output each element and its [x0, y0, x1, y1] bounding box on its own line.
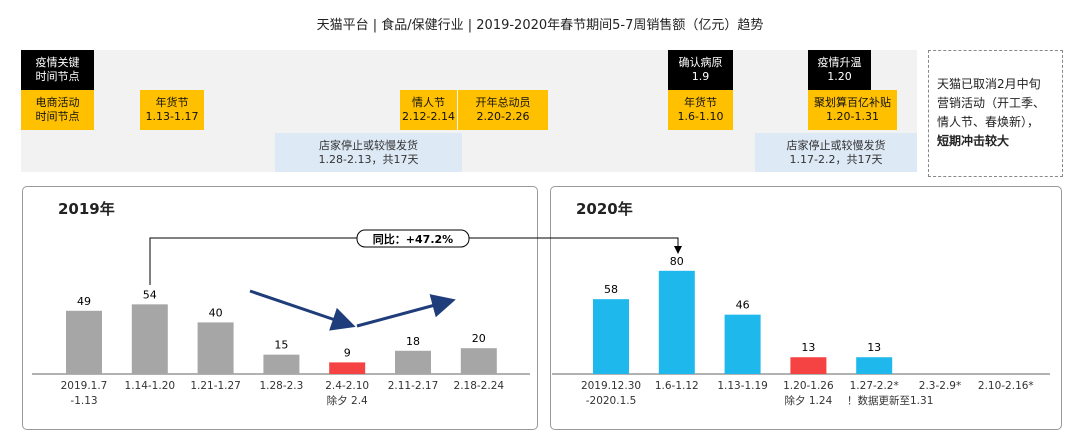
data-label: 54: [143, 288, 157, 301]
tick-label: 1.27-2.2*: [850, 380, 899, 392]
tick-label: 1.21-1.27: [190, 380, 241, 392]
tick-label: 2.3-2.9*: [919, 380, 961, 392]
note-line: 情人节、春焕新），: [937, 115, 1040, 129]
data-label: 49: [77, 295, 91, 308]
bar: [263, 354, 300, 374]
epidemic-name: 确认病原: [678, 56, 723, 69]
event-box: 情人节 2.12-2.14: [400, 90, 457, 130]
tick-label: 1.13-1.19: [717, 380, 768, 392]
trend-up-arrow: [356, 294, 456, 328]
shipping-box: 店家停止或较慢发货 1.17-2.2，共17天: [755, 133, 917, 172]
shipping-box: 店家停止或较慢发货 1.28-2.13，共17天: [275, 133, 462, 172]
event-name: 开年总动员: [475, 96, 531, 109]
note-line: 天猫已取消2月中旬: [937, 77, 1041, 91]
tick-label: -2020.1.5: [586, 395, 637, 407]
note-line: 营销活动（开工季、: [937, 96, 1046, 110]
data-label: 18: [406, 335, 420, 348]
bar: [593, 299, 629, 374]
tick-label: 2019.12.30: [581, 380, 641, 392]
event-date: 2.12-2.14: [402, 110, 455, 123]
tick-label: 2.11-2.17: [388, 380, 439, 392]
tick-label: 1.6-1.12: [655, 380, 699, 392]
yoy-label: 同比：+47.2%: [373, 232, 453, 246]
epidemic-box: 疫情升温 1.20: [808, 50, 871, 90]
tick-label: 2019.1.7: [61, 380, 108, 392]
bar: [856, 357, 893, 374]
tick-label: 1.20-1.26: [783, 380, 834, 392]
tick-label: 2.4-2.10: [325, 380, 369, 392]
event-date: 1.20-1.31: [826, 110, 879, 123]
panel-2020: [550, 186, 1062, 430]
tick-label: 1.28-2.3: [259, 380, 303, 392]
bar: [460, 348, 497, 374]
label-line: 时间节点: [35, 110, 80, 123]
event-name: 年货节: [155, 96, 189, 109]
ecom-label: 电商活动 时间节点: [21, 90, 94, 130]
tick-label: 除夕 1.24: [785, 394, 833, 407]
trend-down-arrow: [249, 289, 356, 331]
bar: [395, 350, 431, 374]
epidemic-label: 疫情关键 时间节点: [21, 50, 94, 90]
event-box: 聚划算百亿补贴 1.20-1.31: [808, 90, 897, 130]
yoy-label-box: [356, 229, 470, 248]
bar: [66, 310, 102, 374]
tick-label: 1.14-1.20: [125, 380, 176, 392]
page-title: 天猫平台 | 食品/保健行业 | 2019-2020年春节期间5-7周销售额（亿…: [316, 18, 764, 33]
event-date: 1.13-1.17: [145, 110, 199, 123]
data-label: 58: [604, 283, 618, 296]
tick-label: 2.18-2.24: [454, 380, 505, 392]
tick-label: -1.13: [70, 395, 97, 407]
panel-2019: [22, 186, 538, 430]
shipping-date: 1.28-2.13，共17天: [318, 152, 419, 166]
data-label: 15: [274, 339, 288, 352]
data-label: 80: [670, 255, 684, 268]
epidemic-date: 1.20: [827, 70, 852, 83]
note-box: 天猫已取消2月中旬 营销活动（开工季、 情人节、春焕新）， 短期冲击较大: [928, 50, 1063, 177]
event-box: 年货节 1.6-1.10: [668, 90, 733, 130]
epidemic-date: 1.9: [691, 70, 710, 83]
epidemic-box: 确认病原 1.9: [668, 50, 733, 90]
chart-title-2020: 2020年: [576, 200, 633, 218]
event-date: 2.20-2.26: [476, 110, 530, 123]
epidemic-name: 疫情升温: [817, 56, 862, 69]
shipping-name: 店家停止或较慢发货: [319, 138, 418, 152]
event-name: 年货节: [684, 96, 717, 109]
label-line: 时间节点: [35, 70, 80, 83]
bar: [131, 304, 168, 374]
event-name: 情人节: [412, 96, 445, 109]
tick-label: 除夕 2.4: [327, 394, 368, 407]
label-line: 疫情关键: [35, 56, 80, 69]
data-label: 20: [472, 332, 486, 345]
event-name: 聚划算百亿补贴: [814, 96, 891, 109]
bar: [658, 270, 695, 374]
bar: [724, 314, 761, 374]
data-label: 46: [736, 299, 750, 312]
note-bold: 短期冲击较大: [937, 134, 1010, 148]
bar: [790, 357, 827, 374]
data-label: 40: [209, 306, 223, 319]
chart-title-2019: 2019年: [58, 200, 115, 218]
data-label: 9: [344, 346, 351, 359]
event-box: 年货节 1.13-1.17: [140, 90, 204, 130]
event-date: 1.6-1.10: [677, 110, 724, 123]
event-box: 开年总动员 2.20-2.26: [458, 90, 548, 130]
shipping-date: 1.17-2.2，共17天: [789, 152, 883, 166]
data-label: 13: [867, 341, 881, 354]
bar: [329, 362, 366, 374]
label-line: 电商活动: [35, 96, 80, 109]
tick-label: 2.10-2.16*: [978, 380, 1034, 392]
data-label: 13: [801, 341, 815, 354]
bar: [197, 322, 234, 374]
tick-label: ！数据更新至1.31: [847, 394, 933, 407]
shipping-name: 店家停止或较慢发货: [786, 138, 886, 152]
